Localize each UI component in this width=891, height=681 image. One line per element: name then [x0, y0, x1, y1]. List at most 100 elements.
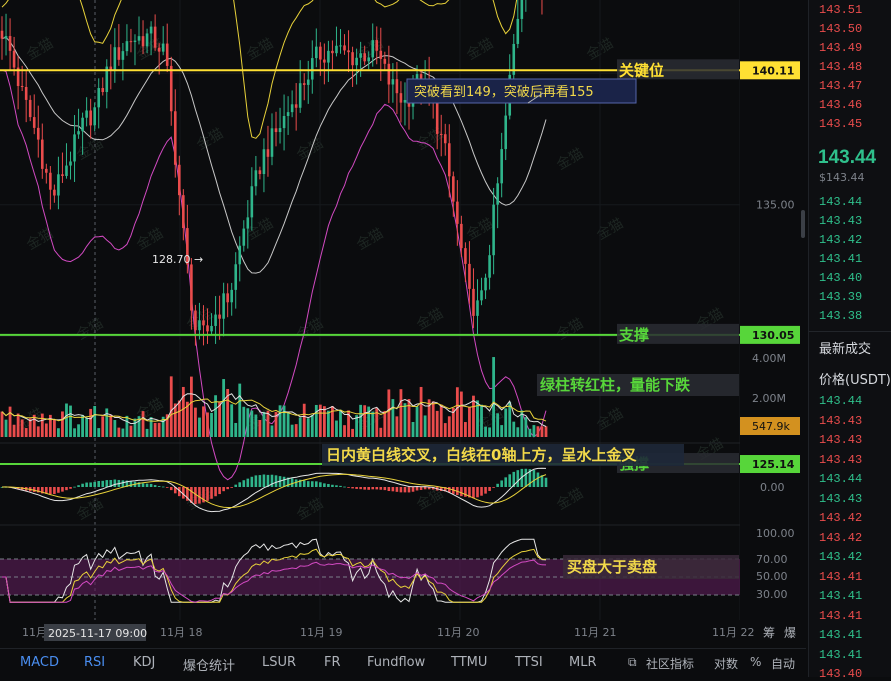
tab-kdj[interactable]: KDJ: [133, 655, 156, 670]
tab-fr[interactable]: FR: [324, 655, 341, 670]
bid-price[interactable]: 143.42: [819, 233, 863, 247]
axis-drag-handle[interactable]: [801, 210, 805, 238]
candle-body: [504, 115, 508, 150]
bid-price[interactable]: 143.44: [819, 195, 863, 209]
volume-bar: [318, 404, 322, 437]
ask-price[interactable]: 143.50: [819, 22, 863, 36]
tab-ttsi[interactable]: TTSI: [515, 655, 543, 670]
volume-bar: [262, 411, 266, 437]
price-axis[interactable]: 150.00145.00140.00135.00130.00155.05146.…: [740, 0, 806, 648]
volume-bar: [347, 410, 350, 437]
volume-bar: [407, 399, 411, 437]
community-icon[interactable]: ⧉: [628, 655, 637, 669]
candle-body: [40, 139, 44, 169]
bid-price[interactable]: 143.38: [819, 309, 863, 323]
volume-bar: [40, 413, 44, 437]
macd-histogram-bar: [85, 482, 88, 487]
community-indicators-button[interactable]: 社区指标: [646, 657, 695, 671]
ask-price[interactable]: 143.47: [819, 79, 863, 93]
ask-price[interactable]: 143.49: [819, 41, 863, 55]
volume-bar: [73, 428, 76, 437]
volume-bar: [439, 404, 443, 437]
macd-histogram-bar: [544, 477, 548, 487]
percent-scale-toggle[interactable]: %: [750, 655, 762, 669]
candle-body: [383, 58, 387, 64]
macd-pane[interactable]: 日内黄白线交叉，白线在0轴上方，呈水上金叉: [0, 444, 684, 513]
volume-bar: [222, 379, 226, 437]
auto-scale-toggle[interactable]: 自动: [771, 657, 796, 671]
bid-price[interactable]: 143.39: [819, 290, 863, 304]
volume-bar: [484, 426, 487, 437]
log-scale-toggle[interactable]: 对数: [714, 657, 739, 671]
candle-body: [218, 314, 221, 319]
volume-bar: [286, 411, 290, 437]
ask-price[interactable]: 143.48: [819, 60, 863, 74]
macd-histogram-bar: [202, 487, 205, 503]
trade-price: 143.42: [819, 511, 863, 525]
volume-bar: [359, 404, 363, 437]
tab-rsi[interactable]: RSI: [84, 655, 106, 670]
volume-bar: [270, 425, 274, 437]
candle-body: [53, 189, 56, 196]
volume-bar: [387, 389, 391, 437]
macd-histogram-bar: [468, 487, 471, 498]
candle-body: [298, 83, 302, 108]
volume-bar: [32, 414, 36, 437]
candle-body: [214, 314, 217, 326]
volume-bar: [0, 411, 4, 437]
candle-body: [492, 204, 495, 256]
bid-price[interactable]: 143.41: [819, 252, 863, 266]
macd-histogram-bar: [234, 484, 238, 487]
macd-histogram-bar: [178, 487, 181, 497]
volume-bar: [157, 422, 161, 437]
candle-body: [266, 149, 270, 157]
volume-bar: [536, 426, 540, 437]
volume-bar: [363, 405, 367, 437]
tab-爆仓统计[interactable]: 爆仓统计: [183, 659, 236, 674]
macd-histogram-bar: [383, 487, 387, 491]
volume-pane[interactable]: 绿柱转红柱，量能下跌: [0, 357, 739, 437]
macd-histogram-bar: [500, 480, 503, 487]
ask-price[interactable]: 143.45: [819, 117, 863, 131]
volume-bar: [246, 408, 250, 437]
macd-histogram-bar: [109, 480, 113, 487]
liquidation-icon: 爆: [784, 626, 796, 640]
volume-bar: [36, 426, 40, 437]
volume-bar: [540, 426, 544, 437]
candle-body: [520, 0, 524, 19]
macd-histogram-bar: [77, 485, 80, 487]
tab-fundflow[interactable]: Fundflow: [367, 655, 426, 670]
volume-bar: [367, 406, 371, 437]
bid-price[interactable]: 143.43: [819, 214, 863, 228]
volume-bar: [431, 401, 435, 437]
volume-bar: [351, 428, 354, 437]
tab-mlr[interactable]: MLR: [569, 655, 597, 670]
candle-body: [45, 168, 48, 173]
low-price-marker: 128.70 →: [152, 253, 203, 266]
volume-bar: [137, 416, 141, 437]
rsi-12-line: [2, 548, 547, 603]
ask-price[interactable]: 143.46: [819, 98, 863, 112]
candle-body: [512, 43, 516, 75]
strong-support-price-tag: [740, 455, 800, 474]
macd-histogram-bar: [375, 487, 379, 490]
candle-body: [161, 43, 165, 52]
candle-body: [57, 174, 60, 196]
boll-middle-line: [1, 36, 547, 274]
tab-lsur[interactable]: LSUR: [262, 655, 297, 670]
bid-price[interactable]: 143.40: [819, 271, 863, 285]
rsi-tick: 30.00: [756, 588, 788, 601]
macd-histogram-bar: [395, 487, 399, 492]
breakout-note-box: [406, 78, 637, 104]
volume-bar: [89, 408, 93, 437]
price-axis-bg: [740, 0, 806, 648]
volume-bar: [314, 404, 318, 437]
volume-bar: [524, 417, 528, 437]
candle-body: [270, 128, 274, 157]
tab-macd[interactable]: MACD: [20, 655, 59, 670]
chips-icon: 筹: [763, 626, 775, 640]
rsi-pane[interactable]: 买盘大于卖盘: [0, 538, 740, 603]
ask-price[interactable]: 143.51: [819, 3, 863, 17]
tab-ttmu[interactable]: TTMU: [451, 655, 488, 670]
